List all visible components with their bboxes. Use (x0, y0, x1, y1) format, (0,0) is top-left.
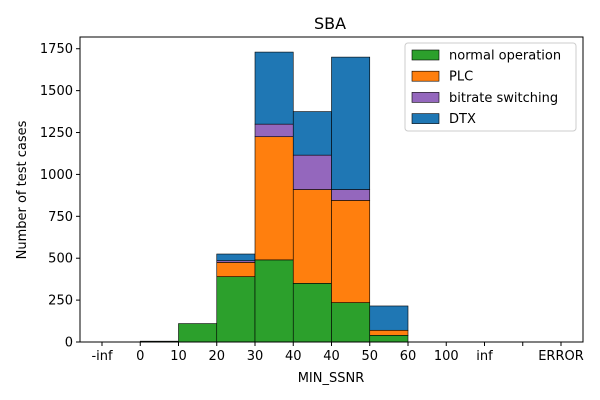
y-tick-label: 500 (48, 252, 73, 267)
chart-title: SBA (314, 14, 346, 33)
bar-DTX-4 (254, 51, 294, 125)
bar-DTX-5 (292, 111, 332, 156)
bar-DTX-6 (331, 56, 371, 190)
x-axis-label: MIN_SSNR (298, 371, 365, 386)
bar-normal-operation-7 (369, 334, 409, 343)
x-tick-label: inf (476, 349, 493, 364)
x-tick-label: 40 (285, 349, 302, 364)
x-tick-label: 10 (170, 349, 187, 364)
legend-label: DTX (449, 112, 476, 127)
bar-PLC-3 (216, 262, 256, 277)
bar-normal-operation-6 (331, 302, 371, 343)
bar-bitrate-switching-6 (331, 189, 371, 201)
x-tick-label: 100 (434, 349, 459, 364)
bar-normal-operation-2 (178, 323, 218, 343)
y-tick-label: 0 (65, 336, 73, 351)
bar-PLC-6 (331, 200, 371, 303)
y-tick-label: 1500 (40, 84, 73, 99)
x-tick-label: -inf (91, 349, 113, 364)
bar-DTX-3 (216, 253, 256, 262)
bar-bitrate-switching-5 (292, 154, 332, 190)
legend: normal operation PLC bitrate switching DTX (404, 42, 577, 132)
legend-label: bitrate switching (449, 91, 558, 106)
x-tick-label: 0 (136, 349, 144, 364)
y-axis-label: Number of test cases (15, 120, 30, 259)
x-tick-label: 50 (361, 349, 378, 364)
y-tick-label: 250 (48, 294, 73, 309)
bar-normal-operation-5 (292, 283, 332, 343)
y-tick-label: 1250 (40, 126, 73, 141)
legend-swatch-DTX (411, 113, 440, 124)
x-tick-label: 30 (247, 349, 264, 364)
bar-DTX-7 (369, 305, 409, 331)
x-tick-label: 40 (323, 349, 340, 364)
bar-PLC-7 (369, 329, 409, 336)
bar-PLC-5 (292, 189, 332, 284)
bar-normal-operation-4 (254, 259, 294, 343)
bars-group (139, 51, 409, 343)
legend-label: normal operation (449, 49, 561, 64)
legend-label: PLC (449, 70, 473, 85)
x-tick-label: 60 (400, 349, 417, 364)
bar-PLC-4 (254, 136, 294, 261)
y-tick-label: 1750 (40, 42, 73, 57)
y-tick-label: 1000 (40, 168, 73, 183)
bar-bitrate-switching-4 (254, 123, 294, 138)
legend-swatch-normal-operation (411, 49, 440, 61)
y-tick-label: 750 (48, 210, 73, 225)
plot-frame (79, 36, 584, 343)
y-axis: 0 250 500 750 1000 1250 1500 1750 (40, 42, 80, 351)
legend-swatch-bitrate-switching (411, 92, 440, 103)
legend-swatch-PLC (411, 70, 440, 82)
x-tick-label: ERROR (538, 349, 584, 364)
x-tick-label: 20 (208, 349, 225, 364)
legend-box (404, 42, 577, 132)
x-axis: -inf 0 10 20 30 40 40 50 60 100 inf ERROR (91, 342, 584, 364)
bar-normal-operation-3 (216, 276, 256, 343)
